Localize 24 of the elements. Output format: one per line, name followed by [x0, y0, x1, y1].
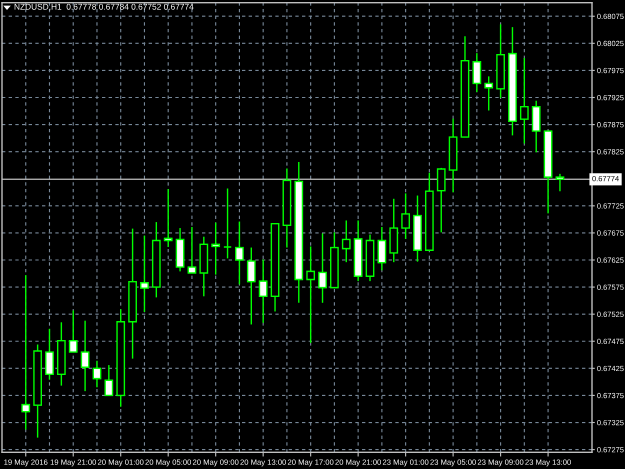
candlestick [556, 173, 564, 192]
candlestick [164, 188, 173, 248]
candlestick [484, 76, 494, 112]
candlestick [520, 57, 529, 144]
candlestick [401, 192, 410, 240]
candlestick [472, 52, 482, 93]
candlestick [235, 220, 244, 286]
candlestick [140, 234, 149, 313]
candlestick [92, 360, 102, 388]
candlestick [258, 258, 268, 324]
candlestick [318, 232, 327, 304]
candlestick [68, 310, 78, 353]
candlestick [211, 222, 220, 276]
candlestick [80, 320, 90, 392]
candlestick [188, 226, 196, 274]
candlestick [223, 188, 232, 260]
candlestick [246, 246, 256, 326]
candlestick [306, 246, 316, 344]
candlestick [378, 226, 386, 271]
candlestick [342, 220, 351, 263]
chart-title: NZDUSD,H1 0.67778 0.67784 0.67752 0.67774 [14, 4, 194, 11]
candlestick [436, 167, 446, 234]
candlestick [45, 328, 54, 380]
candlestick [104, 364, 114, 396]
